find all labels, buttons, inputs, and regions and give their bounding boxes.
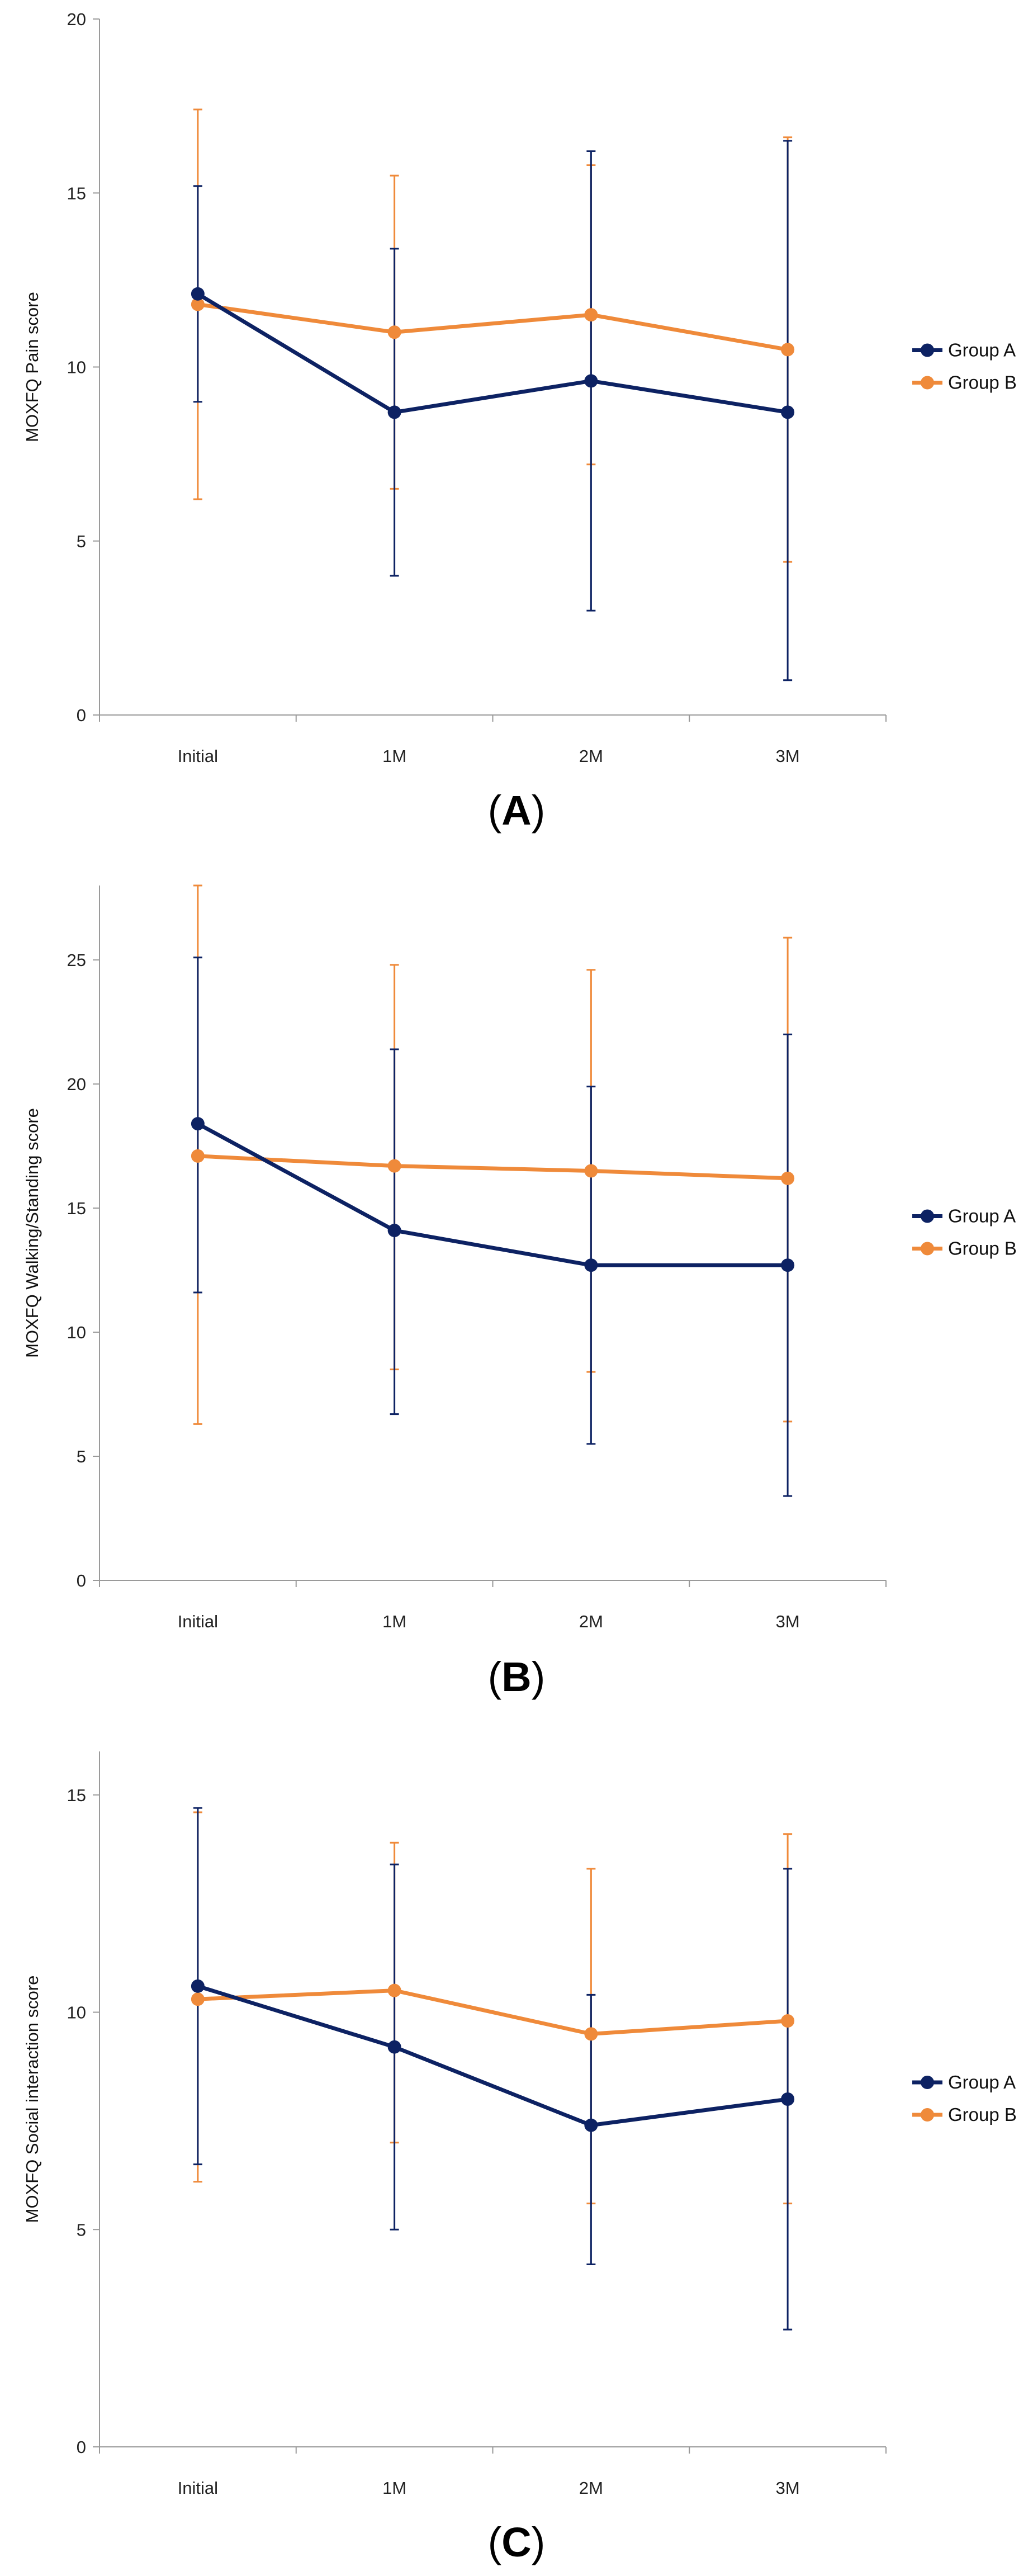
x-tick-label: 3M — [776, 1612, 800, 1631]
caption-paren-close: ) — [532, 787, 546, 834]
data-point — [584, 374, 598, 388]
x-tick-label: 3M — [776, 746, 800, 766]
data-point — [584, 1164, 598, 1178]
y-tick-label: 15 — [67, 1199, 86, 1218]
legend-label: Group B — [948, 372, 1017, 393]
caption-paren-open: ( — [488, 1654, 502, 1700]
caption-letter: B — [501, 1654, 531, 1700]
y-tick-label: 10 — [67, 358, 86, 377]
caption-paren-open: ( — [488, 787, 502, 834]
legend-swatch-marker — [921, 2108, 934, 2122]
data-point — [584, 1258, 598, 1272]
series-line-group-b — [197, 1988, 788, 2036]
caption-letter: A — [501, 787, 531, 834]
data-point — [781, 2014, 795, 2028]
caption-letter: C — [501, 2519, 531, 2565]
x-tick-label: 1M — [382, 2478, 406, 2498]
y-tick-label: 20 — [67, 1074, 86, 1094]
legend-label: Group A — [948, 2072, 1016, 2092]
x-tick-label: 1M — [382, 746, 406, 766]
legend-swatch-marker — [921, 2076, 934, 2089]
legend-swatch-marker — [921, 1242, 934, 1256]
y-axis-title: MOXFQ Walking/Standing score — [22, 1108, 42, 1358]
data-point — [387, 2040, 401, 2054]
chart-panel-b: 0 5 10 15 20 25 Initial 1M 2M 3M MOXFQ Walking/Sta… — [22, 884, 1017, 1700]
data-point — [584, 2118, 598, 2132]
data-point — [584, 308, 598, 322]
y-axis-title: MOXFQ Social interaction score — [22, 1976, 42, 2223]
y-tick-label: 10 — [67, 2003, 86, 2023]
legend-swatch-marker — [921, 343, 934, 357]
caption-paren-close: ) — [532, 1654, 546, 1700]
y-tick-label: 15 — [67, 183, 86, 203]
panel-caption: (C) — [488, 2519, 546, 2565]
data-point — [781, 1258, 795, 1272]
caption-paren-close: ) — [532, 2519, 546, 2565]
x-tick-label: 1M — [382, 1612, 406, 1631]
y-tick-label: 5 — [77, 1447, 86, 1466]
data-point — [387, 405, 401, 419]
y-axis-title: MOXFQ Pain score — [22, 292, 42, 442]
y-tick-label: 20 — [67, 10, 86, 29]
y-tick-label: 5 — [77, 532, 86, 551]
data-point — [387, 1983, 401, 1997]
series-line-group-a — [197, 292, 788, 414]
x-tick-label: 2M — [579, 2478, 603, 2498]
data-point — [781, 405, 795, 419]
y-tick-label: 0 — [77, 705, 86, 725]
legend-label: Group B — [948, 2104, 1017, 2125]
x-tick-label: 3M — [776, 2478, 800, 2498]
data-point — [781, 343, 795, 357]
data-point — [387, 1224, 401, 1238]
data-point — [781, 1171, 795, 1185]
series-line-group-a — [197, 1122, 788, 1267]
data-point — [781, 2092, 795, 2106]
legend-label: Group A — [948, 1206, 1016, 1227]
data-point — [387, 325, 401, 339]
data-point — [191, 1992, 205, 2006]
data-point — [191, 1117, 205, 1131]
panel-caption: (A) — [488, 787, 546, 834]
x-tick-label: 2M — [579, 746, 603, 766]
y-tick-label: 10 — [67, 1323, 86, 1342]
chart-panel-a: 0 5 10 15 20 Initial 1M 2M 3M MOXFQ Pain score Gro… — [22, 10, 1017, 834]
panel-caption: (B) — [488, 1654, 546, 1700]
data-point — [191, 1979, 205, 1993]
legend-label: Group A — [948, 340, 1016, 361]
y-tick-label: 15 — [67, 1786, 86, 1805]
data-point — [191, 287, 205, 301]
series-line-group-b — [197, 1154, 788, 1181]
x-tick-label: Initial — [178, 2478, 218, 2498]
data-point — [191, 1149, 205, 1163]
y-tick-label: 0 — [77, 2437, 86, 2457]
legend-swatch-marker — [921, 1209, 934, 1223]
chart-panel-c: 0 5 10 15 Initial 1M 2M 3M MOXFQ Social interact… — [22, 1751, 1017, 2565]
series-line-group-b — [197, 302, 788, 352]
y-tick-label: 5 — [77, 2220, 86, 2239]
y-tick-label: 0 — [77, 1571, 86, 1590]
data-point — [191, 297, 205, 311]
legend-swatch-marker — [921, 376, 934, 390]
series-line-group-a — [197, 1984, 788, 2128]
y-tick-label: 25 — [67, 950, 86, 970]
caption-paren-open: ( — [488, 2519, 502, 2565]
x-tick-label: 2M — [579, 1612, 603, 1631]
data-point — [584, 2027, 598, 2041]
legend-label: Group B — [948, 1238, 1017, 1259]
x-tick-label: Initial — [178, 746, 218, 766]
data-point — [387, 1159, 401, 1173]
x-tick-label: Initial — [178, 1612, 218, 1631]
